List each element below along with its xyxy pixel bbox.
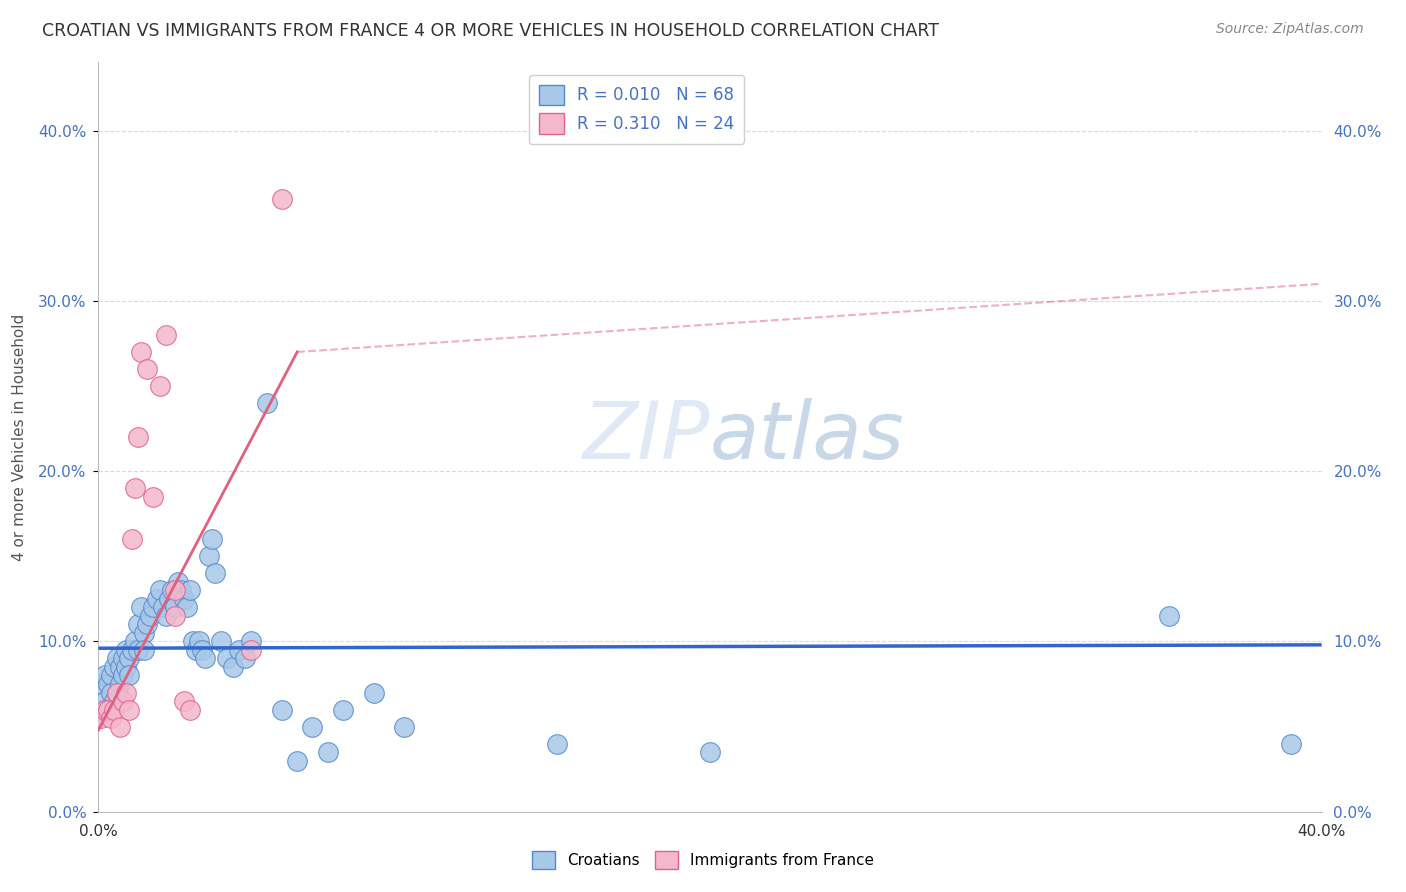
Point bbox=[197, 549, 219, 564]
Point bbox=[118, 651, 141, 665]
Point bbox=[124, 634, 146, 648]
Point bbox=[200, 533, 222, 547]
Point bbox=[105, 685, 128, 699]
Point bbox=[363, 685, 385, 699]
Point bbox=[103, 702, 125, 716]
Point bbox=[173, 694, 195, 708]
Point bbox=[186, 643, 208, 657]
Point bbox=[228, 643, 250, 657]
Point bbox=[90, 677, 112, 691]
Point bbox=[163, 583, 186, 598]
Point bbox=[215, 651, 238, 665]
Point bbox=[127, 430, 149, 444]
Legend: R = 0.010   N = 68, R = 0.310   N = 24: R = 0.010 N = 68, R = 0.310 N = 24 bbox=[529, 75, 744, 144]
Text: atlas: atlas bbox=[710, 398, 905, 476]
Point bbox=[118, 668, 141, 682]
Point bbox=[108, 720, 131, 734]
Point bbox=[129, 345, 152, 359]
Point bbox=[134, 626, 156, 640]
Point bbox=[111, 694, 134, 708]
Point bbox=[256, 396, 278, 410]
Point bbox=[100, 711, 122, 725]
Point bbox=[136, 617, 159, 632]
Point bbox=[699, 745, 721, 759]
Point bbox=[149, 583, 172, 598]
Point bbox=[163, 600, 186, 615]
Point bbox=[142, 600, 165, 615]
Point bbox=[155, 327, 177, 342]
Point bbox=[160, 583, 183, 598]
Point bbox=[173, 591, 195, 606]
Point bbox=[129, 600, 152, 615]
Point bbox=[115, 643, 138, 657]
Point bbox=[111, 668, 134, 682]
Point bbox=[90, 702, 112, 716]
Point bbox=[145, 591, 167, 606]
Point bbox=[97, 702, 120, 716]
Point bbox=[240, 643, 263, 657]
Point bbox=[152, 600, 174, 615]
Point bbox=[149, 379, 172, 393]
Point bbox=[188, 634, 211, 648]
Point bbox=[176, 600, 198, 615]
Point bbox=[270, 702, 292, 716]
Point bbox=[392, 720, 416, 734]
Point bbox=[115, 685, 138, 699]
Point bbox=[93, 668, 115, 682]
Point bbox=[170, 583, 193, 598]
Text: CROATIAN VS IMMIGRANTS FROM FRANCE 4 OR MORE VEHICLES IN HOUSEHOLD CORRELATION C: CROATIAN VS IMMIGRANTS FROM FRANCE 4 OR … bbox=[42, 22, 939, 40]
Point bbox=[233, 651, 256, 665]
Point bbox=[124, 481, 146, 495]
Point bbox=[204, 566, 226, 581]
Point bbox=[118, 702, 141, 716]
Point bbox=[127, 617, 149, 632]
Point bbox=[105, 685, 128, 699]
Point bbox=[194, 651, 217, 665]
Point bbox=[111, 651, 134, 665]
Point bbox=[157, 591, 180, 606]
Point bbox=[97, 677, 120, 691]
Point bbox=[316, 745, 339, 759]
Point bbox=[285, 754, 308, 768]
Point bbox=[142, 490, 165, 504]
Y-axis label: 4 or more Vehicles in Household: 4 or more Vehicles in Household bbox=[13, 313, 27, 561]
Legend: Croatians, Immigrants from France: Croatians, Immigrants from France bbox=[526, 845, 880, 875]
Point bbox=[1279, 737, 1302, 751]
Point bbox=[222, 660, 245, 674]
Point bbox=[105, 651, 128, 665]
Point bbox=[90, 711, 112, 725]
Point bbox=[100, 685, 122, 699]
Point bbox=[163, 608, 186, 623]
Text: Source: ZipAtlas.com: Source: ZipAtlas.com bbox=[1216, 22, 1364, 37]
Point bbox=[240, 634, 263, 648]
Point bbox=[179, 702, 201, 716]
Point bbox=[139, 608, 162, 623]
Point bbox=[155, 608, 177, 623]
Point bbox=[93, 702, 115, 716]
Point bbox=[121, 533, 143, 547]
Point bbox=[332, 702, 354, 716]
Point bbox=[134, 643, 156, 657]
Point bbox=[100, 668, 122, 682]
Point bbox=[121, 643, 143, 657]
Point bbox=[108, 660, 131, 674]
Point bbox=[1157, 608, 1180, 623]
Point bbox=[115, 660, 138, 674]
Point bbox=[191, 643, 214, 657]
Point bbox=[136, 362, 159, 376]
Point bbox=[209, 634, 232, 648]
Point bbox=[93, 694, 115, 708]
Point bbox=[97, 702, 120, 716]
Point bbox=[103, 694, 125, 708]
Point bbox=[179, 583, 201, 598]
Point bbox=[270, 192, 292, 206]
Point bbox=[546, 737, 568, 751]
Point bbox=[167, 574, 190, 589]
Point bbox=[301, 720, 323, 734]
Point bbox=[127, 643, 149, 657]
Point bbox=[103, 660, 125, 674]
Point bbox=[181, 634, 204, 648]
Text: ZIP: ZIP bbox=[582, 398, 710, 476]
Point bbox=[108, 677, 131, 691]
